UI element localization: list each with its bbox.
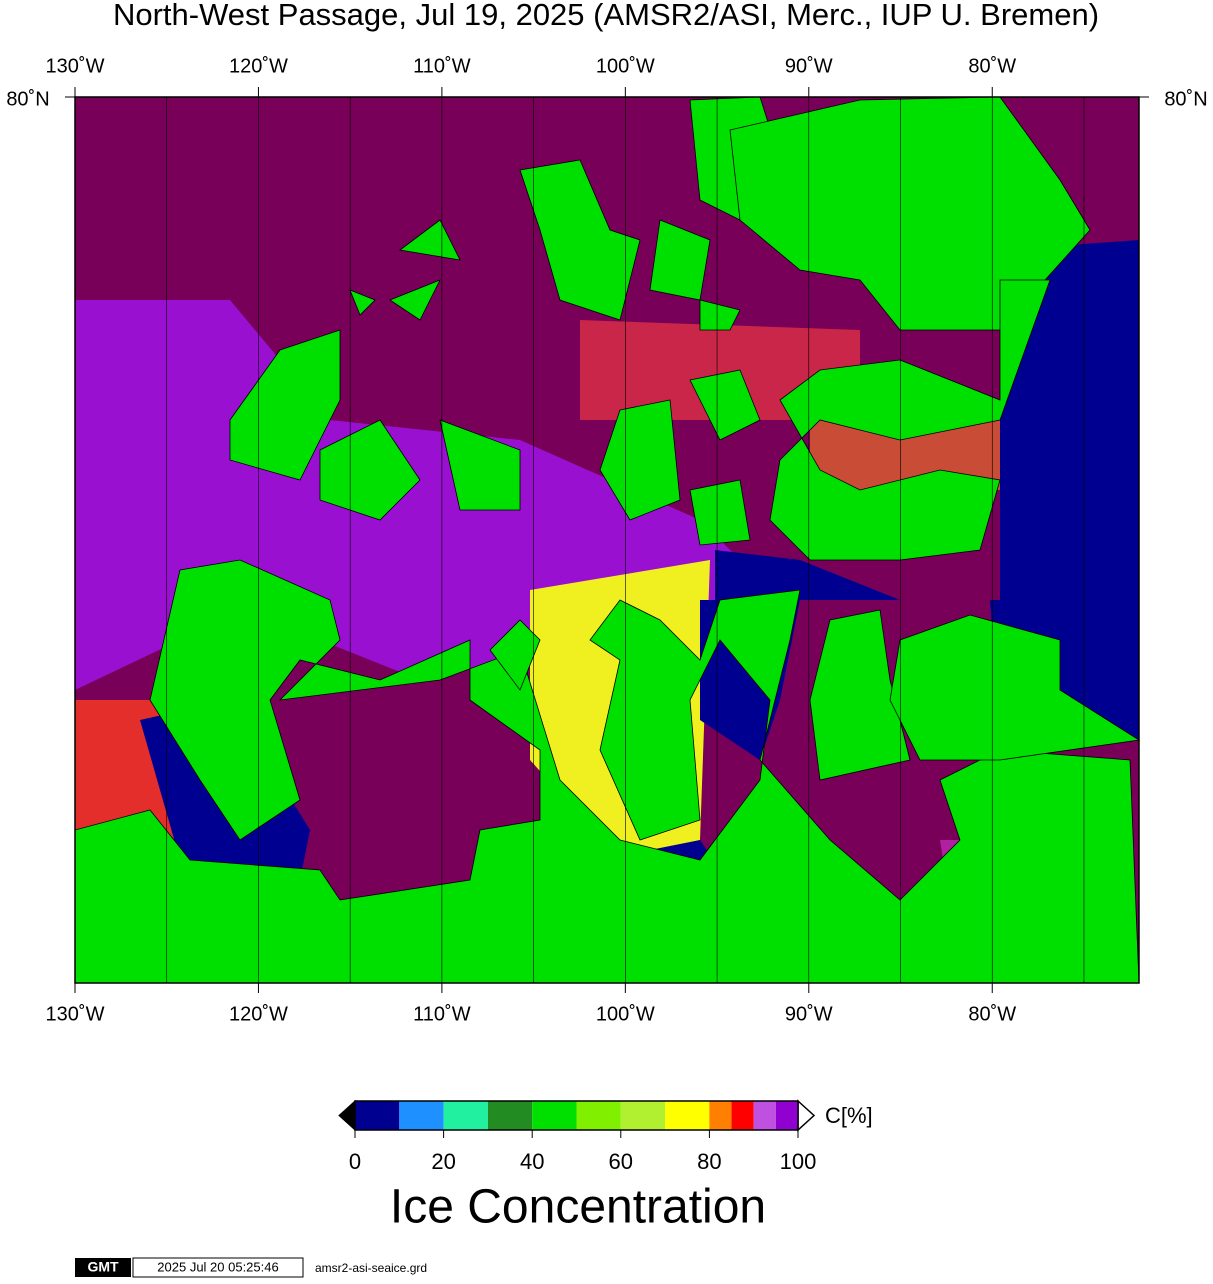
source-file: amsr2-asi-seaice.grd (315, 1261, 427, 1275)
colorbar-tick-label: 100 (780, 1149, 817, 1174)
gmt-logo (75, 1258, 131, 1277)
color-bin (355, 1101, 400, 1130)
lon-label: 80˚W (968, 1003, 1016, 1025)
color-bin (487, 1101, 533, 1130)
colorbar-title: Ice Concentration (390, 1181, 766, 1234)
colorbar-tick-label: 0 (349, 1149, 361, 1174)
under-triangle (338, 1099, 356, 1132)
land (74, 96, 1141, 984)
over-triangle (797, 1099, 816, 1132)
color-bin (709, 1101, 732, 1130)
lon-label: 100˚W (596, 55, 655, 77)
color-bin (532, 1101, 577, 1130)
lon-label: 130˚W (46, 55, 105, 77)
color-bin (665, 1101, 710, 1130)
map-frame (74, 96, 1140, 984)
lon-label: 80˚W (968, 55, 1016, 77)
color-bin (399, 1101, 444, 1130)
colorbar-tick-label: 40 (520, 1149, 544, 1174)
color-bin (775, 1101, 798, 1130)
colorbar-tick-label: 20 (431, 1149, 455, 1174)
color-bin (576, 1101, 621, 1130)
colorbar-frame (354, 1100, 799, 1131)
colorbar: 0 20 40 60 80 100 (338, 1099, 817, 1174)
lon-label: 130˚W (46, 1003, 105, 1025)
lon-label: 120˚W (229, 1003, 288, 1025)
color-bin (443, 1101, 488, 1130)
lon-label: 110˚W (413, 1003, 471, 1025)
color-bin (753, 1101, 776, 1130)
graticule (166, 97, 1085, 983)
colorbar-tick-label: 60 (609, 1149, 633, 1174)
map-title: North-West Passage, Jul 19, 2025 (AMSR2/… (113, 0, 1099, 32)
gmt-logo-text: GMT (87, 1259, 119, 1275)
timestamp-box (132, 1257, 304, 1278)
lon-label: 90˚W (785, 55, 833, 77)
colorbar-unit: C[%] (825, 1103, 873, 1128)
lon-label: 90˚W (785, 1003, 833, 1025)
timestamp: 2025 Jul 20 05:25:46 (157, 1259, 278, 1274)
lat-label: 80˚N (1164, 88, 1207, 110)
color-bin (731, 1101, 754, 1130)
lon-label: 100˚W (596, 1003, 655, 1025)
lat-label: 80˚N (6, 88, 49, 110)
colorbar-tick-label: 80 (697, 1149, 721, 1174)
open-water (715, 240, 1139, 740)
map (74, 96, 1141, 984)
color-bin (620, 1101, 666, 1130)
lon-label: 120˚W (229, 55, 288, 77)
lon-label: 110˚W (413, 55, 471, 77)
